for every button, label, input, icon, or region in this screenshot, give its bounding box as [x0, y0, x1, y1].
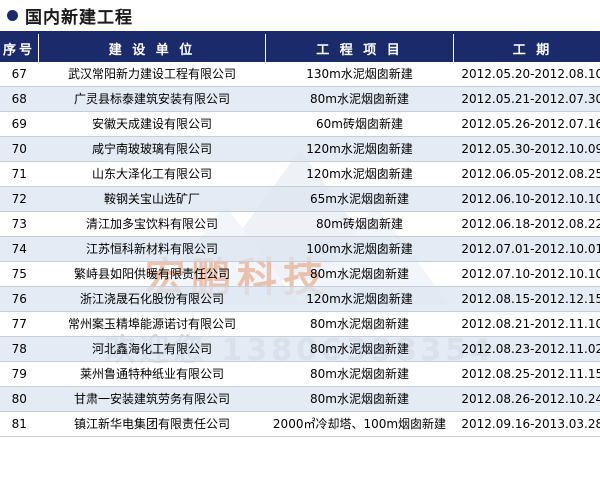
cell-project: 80m水泥烟囱新建	[265, 336, 454, 362]
cell-period: 2012.06.10-2012.10.10	[453, 186, 600, 212]
table-row: 69 安徽天成建设有限公司 60m砖烟囱新建 2012.05.26-2012.07.1…	[0, 111, 600, 137]
cell-period: 2012.07.10-2012.10.10	[453, 261, 600, 287]
cell-period: 2012.05.26-2012.07.16	[453, 111, 600, 137]
table-row: 77 常州案玉精埠能源诺讨有限公司 80m水泥烟囱新建 2012.08.21-2012…	[0, 311, 600, 337]
cell-unit: 繁峙县如阳供暖有限责任公司	[38, 261, 266, 287]
column-header-project: 工 程 项 目	[265, 34, 454, 62]
cell-project: 80m水泥烟囱新建	[265, 261, 454, 287]
cell-unit: 广灵县标泰建筑安装有限公司	[38, 86, 266, 112]
cell-period: 2012.06.05-2012.08.25	[453, 161, 600, 187]
table-row: 68 广灵县标泰建筑安装有限公司 80m水泥烟囱新建 2012.05.21-2012.…	[0, 86, 600, 112]
table-row: 71 山东大泽化工有限公司 120m水泥烟囱新建 2012.06.05-2012.08…	[0, 161, 600, 187]
table-row: 74 江苏恒科新材料有限公司 100m水泥烟囱新建 2012.07.01-2012.1…	[0, 236, 600, 262]
cell-period: 2012.09.16-2013.03.28	[453, 411, 600, 437]
cell-period: 2012.06.18-2012.08.22	[453, 211, 600, 237]
cell-unit: 山东大泽化工有限公司	[38, 161, 266, 187]
cell-unit: 清江加多宝饮料有限公司	[38, 211, 266, 237]
table-row: 67 武汉常阳新力建设工程有限公司 130m水泥烟囱新建 2012.05.20-201…	[0, 62, 600, 87]
cell-unit: 咸宁南玻玻璃有限公司	[38, 136, 266, 162]
cell-unit: 莱州鲁通特种纸业有限公司	[38, 361, 266, 387]
cell-project: 80m水泥烟囱新建	[265, 361, 454, 387]
table-row: 73 清江加多宝饮料有限公司 80m砖烟囱新建 2012.06.18-2012.08.…	[0, 211, 600, 237]
cell-period: 2012.08.25-2012.11.15	[453, 361, 600, 387]
cell-no: 67	[0, 62, 39, 87]
cell-period: 2012.08.23-2012.11.02	[453, 336, 600, 362]
cell-no: 79	[0, 361, 39, 387]
cell-no: 68	[0, 86, 39, 112]
cell-unit: 河北鑫海化工有限公司	[38, 336, 266, 362]
cell-period: 2012.08.21-2012.11.10	[453, 311, 600, 337]
page-title-text: 国内新建工程	[25, 8, 133, 28]
cell-no: 81	[0, 411, 39, 437]
cell-period: 2012.08.15-2012.12.15	[453, 286, 600, 312]
cell-project: 80m水泥烟囱新建	[265, 311, 454, 337]
cell-no: 73	[0, 211, 39, 237]
cell-unit: 安徽天成建设有限公司	[38, 111, 266, 137]
cell-project: 80m砖烟囱新建	[265, 211, 454, 237]
cell-project: 60m砖烟囱新建	[265, 111, 454, 137]
table-header-row: 序号 建 设 单 位 工 程 项 目 工 期	[0, 34, 600, 62]
cell-period: 2012.05.21-2012.07.30	[453, 86, 600, 112]
cell-unit: 江苏恒科新材料有限公司	[38, 236, 266, 262]
table-row: 75 繁峙县如阳供暖有限责任公司 80m水泥烟囱新建 2012.07.10-2012.…	[0, 261, 600, 287]
cell-period: 2012.08.26-2012.10.24	[453, 386, 600, 412]
page: 国内新建工程 序号 建 设 单 位 工 程 项 目 工 期 67 武汉常阳新力建设…	[0, 0, 600, 437]
table-row: 76 浙江浇晟石化股份有限公司 120m水泥烟囱新建 2012.08.15-2012.…	[0, 286, 600, 312]
cell-project: 80m水泥烟囱新建	[265, 86, 454, 112]
table-row: 70 咸宁南玻玻璃有限公司 120m水泥烟囱新建 2012.05.30-2012.10…	[0, 136, 600, 162]
column-header-no: 序号	[0, 34, 39, 62]
page-title: 国内新建工程	[0, 0, 600, 34]
cell-unit: 甘肃一安装建筑劳务有限公司	[38, 386, 266, 412]
cell-project: 2000㎡冷却塔、100m烟囱新建	[265, 411, 454, 437]
table-row: 79 莱州鲁通特种纸业有限公司 80m水泥烟囱新建 2012.08.25-2012.1…	[0, 361, 600, 387]
cell-no: 72	[0, 186, 39, 212]
table-row: 78 河北鑫海化工有限公司 80m水泥烟囱新建 2012.08.23-2012.11.…	[0, 336, 600, 362]
cell-no: 75	[0, 261, 39, 287]
column-header-period: 工 期	[453, 34, 600, 62]
cell-project: 120m水泥烟囱新建	[265, 286, 454, 312]
cell-unit: 鞍钢关宝山选矿厂	[38, 186, 266, 212]
cell-period: 2012.07.01-2012.10.01	[453, 236, 600, 262]
cell-period: 2012.05.20-2012.08.10	[453, 62, 600, 87]
table-body: 67 武汉常阳新力建设工程有限公司 130m水泥烟囱新建 2012.05.20-201…	[0, 62, 600, 437]
cell-no: 70	[0, 136, 39, 162]
cell-period: 2012.05.30-2012.10.09	[453, 136, 600, 162]
cell-project: 120m水泥烟囱新建	[265, 161, 454, 187]
cell-no: 69	[0, 111, 39, 137]
cell-project: 130m水泥烟囱新建	[265, 62, 454, 87]
cell-no: 80	[0, 386, 39, 412]
table-row: 72 鞍钢关宝山选矿厂 65m水泥烟囱新建 2012.06.10-2012.10.10	[0, 186, 600, 212]
cell-no: 78	[0, 336, 39, 362]
cell-unit: 武汉常阳新力建设工程有限公司	[38, 62, 266, 87]
column-header-unit: 建 设 单 位	[38, 34, 266, 62]
cell-no: 71	[0, 161, 39, 187]
table-row: 81 镇江新华电集团有限责任公司 2000㎡冷却塔、100m烟囱新建 2012.09.…	[0, 411, 600, 437]
cell-project: 80m水泥烟囱新建	[265, 386, 454, 412]
cell-no: 76	[0, 286, 39, 312]
cell-project: 100m水泥烟囱新建	[265, 236, 454, 262]
cell-no: 77	[0, 311, 39, 337]
cell-unit: 常州案玉精埠能源诺讨有限公司	[38, 311, 266, 337]
cell-unit: 镇江新华电集团有限责任公司	[38, 411, 266, 437]
bullet-icon	[7, 10, 18, 21]
cell-unit: 浙江浇晟石化股份有限公司	[38, 286, 266, 312]
cell-project: 120m水泥烟囱新建	[265, 136, 454, 162]
table-row: 80 甘肃一安装建筑劳务有限公司 80m水泥烟囱新建 2012.08.26-2012.…	[0, 386, 600, 412]
cell-project: 65m水泥烟囱新建	[265, 186, 454, 212]
projects-table: 序号 建 设 单 位 工 程 项 目 工 期 67 武汉常阳新力建设工程有限公司 1…	[0, 34, 600, 437]
cell-no: 74	[0, 236, 39, 262]
